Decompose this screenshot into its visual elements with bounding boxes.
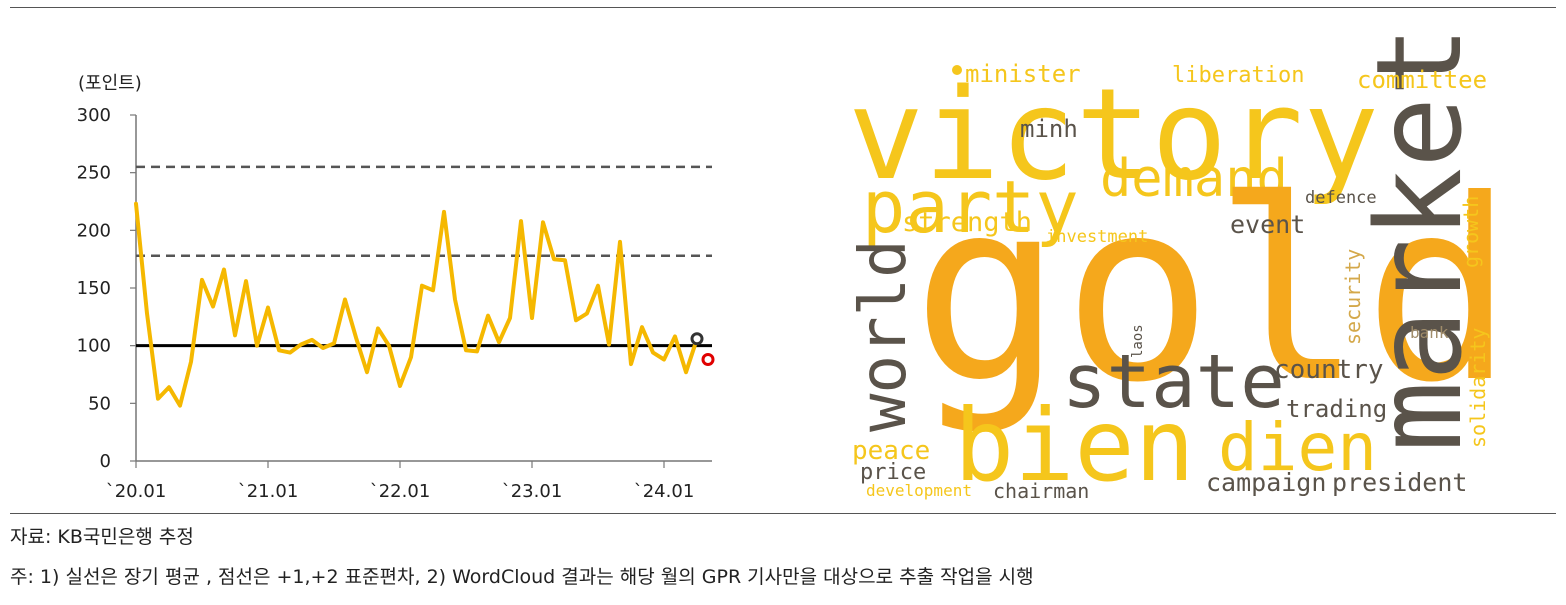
top-rule (10, 7, 1556, 8)
wordcloud-word: liberation (1172, 63, 1304, 88)
wordcloud-word: market (1350, 26, 1488, 452)
wordcloud-word: committee (1357, 66, 1487, 94)
wordcloud-word: development (866, 481, 972, 500)
x-tick-label: `23.01 (502, 481, 563, 502)
wordcloud-word: investment (1046, 227, 1148, 247)
wordcloud-word: victory (848, 61, 1379, 208)
wordcloud-dot (952, 65, 962, 75)
x-tick-label: `22.01 (370, 481, 431, 502)
latest-point-marker (690, 332, 704, 346)
wordcloud-word: strength (902, 207, 1032, 238)
x-tick-label: `21.01 (238, 481, 299, 502)
wordcloud-word: president (1332, 468, 1467, 497)
footnote: 주: 1) 실선은 장기 평균 , 점선은 +1,+2 표준편차, 2) Wor… (10, 566, 1034, 588)
x-tick-label: `24.01 (634, 481, 695, 502)
wordcloud-word: defence (1305, 188, 1377, 208)
wordcloud-word: bien (954, 387, 1195, 504)
wordcloud-word: demand (1100, 149, 1288, 209)
y-tick-label: 250 (77, 163, 111, 184)
wordcloud-word: security (1341, 249, 1365, 345)
wordcloud-word: world (847, 239, 921, 432)
estimate-point-marker (701, 353, 715, 367)
bottom-rule (10, 513, 1556, 514)
gpr-series-line (134, 201, 699, 408)
wordcloud-word: gold (912, 146, 1514, 437)
y-tick-label: 300 (77, 105, 111, 126)
wordcloud-word: minh (1020, 115, 1078, 143)
wordcloud-word: country (1274, 355, 1384, 385)
y-unit-label: (포인트) (78, 73, 142, 94)
source-note: 자료: KB국민은행 추정 (10, 526, 194, 548)
wordcloud-word: chairman (993, 479, 1089, 503)
wordcloud-word: event (1230, 210, 1305, 239)
wordcloud-word: dien (1218, 409, 1377, 486)
wordcloud-word: growth (1459, 196, 1483, 268)
gpr-line-chart: (포인트) 0 50 100 150 200 250 300 `20.01 `21.01 `22.0… (77, 73, 715, 502)
y-tick-label: 0 (100, 451, 111, 472)
wordcloud-word: campaign (1206, 468, 1326, 497)
y-tick-label: 50 (88, 393, 111, 414)
wordcloud-word: peace (852, 436, 930, 466)
wordcloud-word: laos (1130, 324, 1146, 358)
y-tick-label: 200 (77, 220, 111, 241)
wordcloud-word: minister (965, 60, 1081, 88)
wordcloud-word: party (862, 165, 1079, 249)
wordcloud-word: trading (1286, 395, 1387, 423)
wordcloud-word: price (860, 460, 926, 485)
x-tick-label: `20.01 (106, 481, 167, 502)
wordcloud-word: state (1062, 339, 1285, 425)
y-tick-label: 150 (77, 278, 111, 299)
wordcloud-word: bank (1410, 323, 1449, 342)
y-tick-label: 100 (77, 336, 111, 357)
wordcloud-word: solidarity (1466, 328, 1490, 448)
